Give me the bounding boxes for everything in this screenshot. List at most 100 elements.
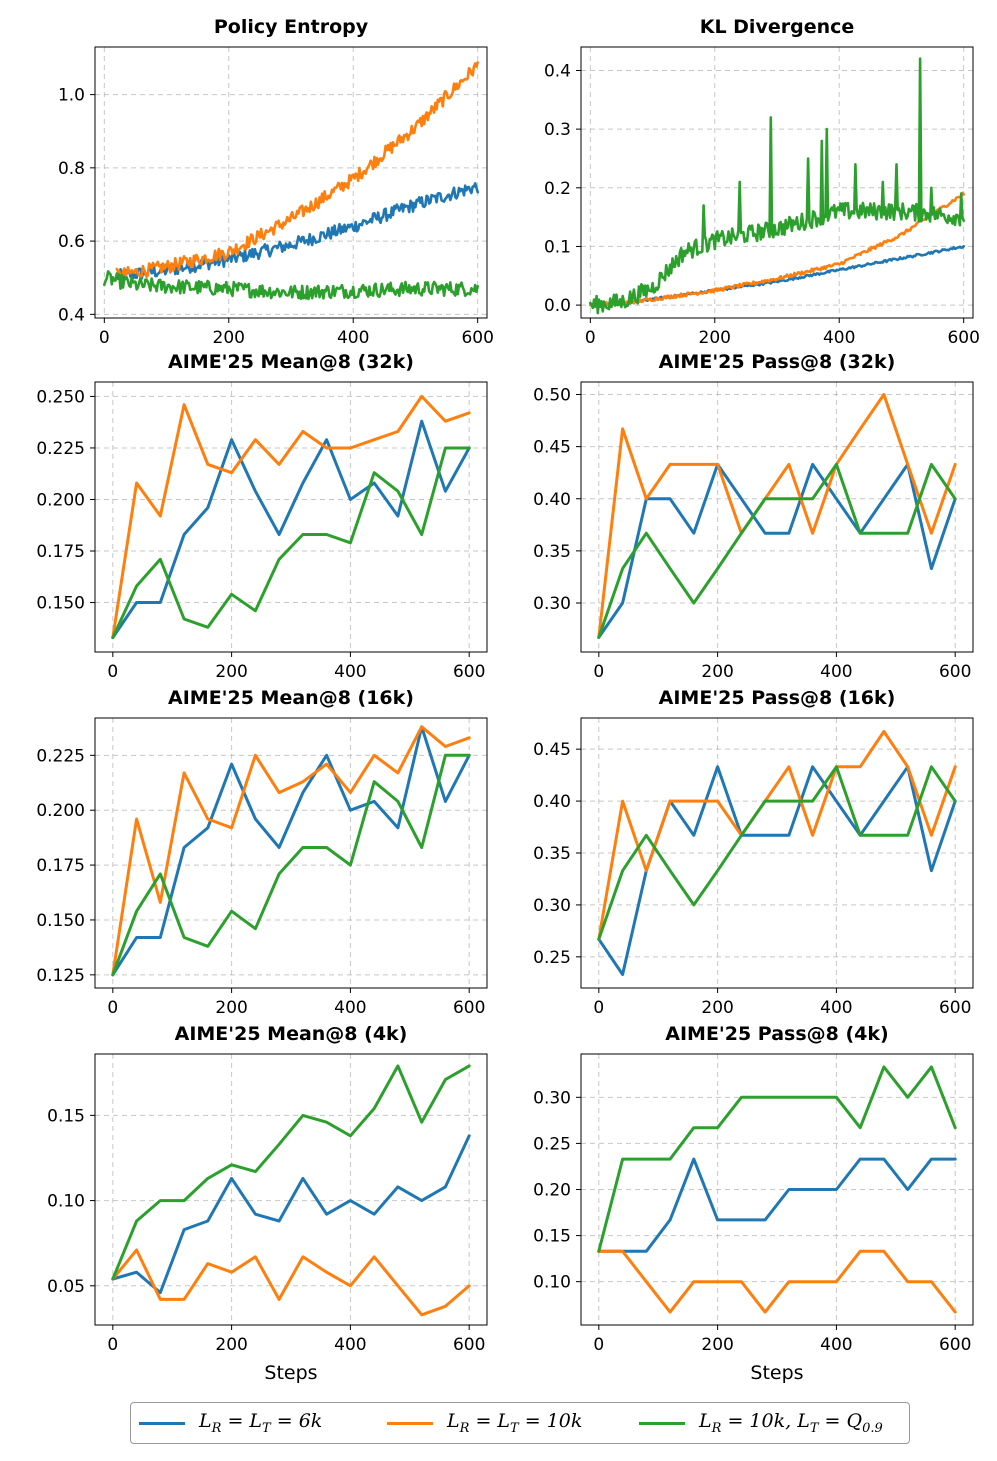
y-tick-label: 0.40 (533, 490, 571, 510)
y-tick-label: 0.30 (533, 1088, 571, 1108)
legend-swatch-blue (139, 1421, 185, 1425)
y-tick-label: 0.50 (533, 386, 571, 406)
subplot-title: AIME'25 Mean@8 (16k) (168, 687, 414, 709)
series-group (597, 1065, 957, 1314)
subplot-title: Policy Entropy (214, 16, 369, 38)
legend-swatch-orange (387, 1421, 433, 1425)
x-tick-label: 400 (820, 1335, 852, 1355)
series-group (597, 393, 957, 639)
series-line-green (111, 446, 471, 640)
y-tick-label: 0.05 (47, 1277, 85, 1297)
y-tick-label: 0.8 (58, 159, 85, 179)
x-tick-label: 200 (215, 998, 247, 1018)
x-tick-label: 400 (820, 998, 852, 1018)
y-tick-label: 0.15 (533, 1227, 571, 1247)
y-tick-label: 0.200 (36, 490, 85, 510)
y-tick-label: 0.35 (533, 844, 571, 864)
x-tick-label: 200 (701, 998, 733, 1018)
series-line-blue (111, 419, 471, 640)
x-tick-label: 200 (701, 662, 733, 682)
series-line-orange (115, 61, 479, 280)
legend-label-blue: LR = LT = 6k (199, 1410, 323, 1436)
y-tick-label: 0.1 (544, 237, 571, 257)
legend-swatch-green (639, 1421, 685, 1425)
x-tick-label: 400 (334, 1335, 366, 1355)
subplot-0: 0 200 400 600 0.4 0.6 0.8 1.0 Policy Entropy (58, 16, 494, 348)
y-tick-label: 0.10 (47, 1192, 85, 1212)
subplot-6: 0 200 400 600 0.05 0.10 0.15 AIME'25 Mean@8 (4k… (47, 1023, 488, 1384)
y-tick-label: 0.45 (533, 740, 571, 760)
y-tick-label: 0.30 (533, 896, 571, 916)
x-axis-label: Steps (750, 1362, 803, 1384)
y-tick-label: 0.40 (533, 792, 571, 812)
subplot-title: AIME'25 Pass@8 (32k) (659, 351, 896, 373)
legend-label-green: LR = 10k, LT = Q0.9 (699, 1410, 883, 1436)
subplot-5: 0 200 400 600 0.25 0.30 0.35 0.40 0.45 AIME'25 Pa… (533, 687, 974, 1018)
y-tick-label: 0.4 (544, 61, 571, 81)
series-line-blue (597, 1157, 957, 1253)
series-group (589, 57, 965, 315)
series-line-blue (115, 182, 479, 281)
subplot-7: 0 200 400 600 0.10 0.15 0.20 0.25 0.30 AIME'25 Pa… (533, 1023, 974, 1384)
series-line-orange (597, 730, 957, 941)
series-line-green (103, 270, 479, 301)
y-tick-label: 0.150 (36, 594, 85, 614)
y-tick-label: 0.30 (533, 594, 571, 614)
series-line-blue (597, 765, 957, 976)
x-tick-label: 200 (215, 1335, 247, 1355)
x-tick-label: 0 (593, 998, 604, 1018)
x-tick-label: 600 (461, 328, 493, 348)
series-line-orange (111, 1248, 471, 1317)
series-line-blue (111, 725, 471, 977)
subplot-title: AIME'25 Mean@8 (32k) (168, 351, 414, 373)
y-tick-label: 0.200 (36, 801, 85, 821)
series-group (111, 725, 471, 977)
x-tick-label: 0 (593, 662, 604, 682)
x-tick-label: 400 (334, 662, 366, 682)
x-tick-label: 600 (453, 998, 485, 1018)
subplot-1: 0 200 400 600 0.0 0.1 0.2 0.3 0.4 KL Divergence (544, 16, 980, 348)
y-tick-label: 0.150 (36, 911, 85, 931)
x-tick-label: 200 (699, 328, 731, 348)
series-line-orange (597, 393, 957, 639)
x-tick-label: 400 (820, 662, 852, 682)
x-tick-label: 0 (593, 1335, 604, 1355)
axes-frame (580, 381, 974, 653)
x-tick-label: 200 (701, 1335, 733, 1355)
subplot-2: 0 200 400 600 0.150 0.175 0.200 0.225 0.250 AIME'… (36, 351, 488, 682)
series-line-green (111, 1064, 471, 1281)
legend-item-blue: LR = LT = 6k (139, 1403, 322, 1443)
axes-frame (94, 46, 488, 319)
x-tick-label: 0 (99, 328, 110, 348)
y-tick-label: 0.225 (36, 746, 85, 766)
x-tick-label: 200 (213, 328, 245, 348)
y-tick-label: 0.250 (36, 387, 85, 407)
y-tick-label: 1.0 (58, 86, 85, 106)
subplot-title: AIME'25 Pass@8 (16k) (659, 687, 896, 709)
series-line-orange (597, 1249, 957, 1314)
x-tick-label: 200 (215, 662, 247, 682)
y-tick-label: 0.45 (533, 438, 571, 458)
series-group (103, 61, 479, 301)
x-tick-label: 600 (939, 662, 971, 682)
x-tick-label: 600 (947, 328, 979, 348)
series-line-orange (589, 191, 965, 308)
series-line-blue (597, 462, 957, 639)
figure: 0 200 400 600 0.4 0.6 0.8 1.0 Policy Entropy 0 200… (36, 16, 980, 1384)
y-tick-label: 0.3 (544, 120, 571, 140)
series-line-blue (111, 1134, 471, 1295)
y-tick-label: 0.35 (533, 542, 571, 562)
y-tick-label: 0.175 (36, 542, 85, 562)
x-tick-label: 400 (823, 328, 855, 348)
x-tick-label: 0 (585, 328, 596, 348)
x-tick-label: 0 (107, 662, 118, 682)
x-tick-label: 0 (107, 998, 118, 1018)
series-group (597, 730, 957, 976)
axes-frame (94, 717, 488, 989)
series-line-green (597, 1065, 957, 1253)
series-line-green (597, 462, 957, 639)
y-tick-label: 0.10 (533, 1273, 571, 1293)
axes-frame (580, 46, 974, 319)
subplot-title: AIME'25 Mean@8 (4k) (175, 1023, 408, 1045)
y-tick-label: 0.225 (36, 439, 85, 459)
